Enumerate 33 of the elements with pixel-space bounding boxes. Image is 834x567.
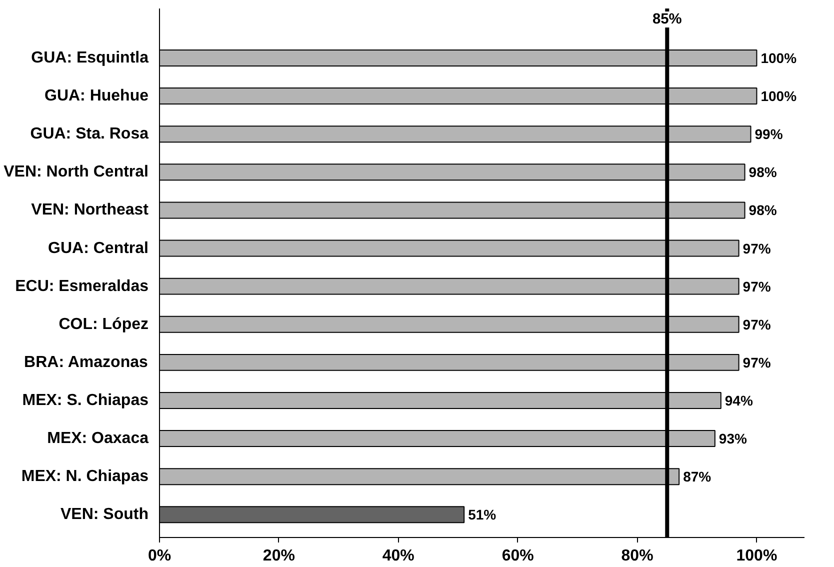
data-label: 97%: [742, 354, 772, 370]
data-label: 97%: [742, 316, 772, 332]
data-label: 100%: [760, 50, 798, 66]
data-label: 100%: [760, 88, 798, 104]
x-tick-label: 0%: [148, 548, 172, 564]
y-tick-label: VEN: Northeast: [31, 202, 150, 219]
data-label: 51%: [468, 506, 497, 523]
y-tick-label: GUA: Sta. Rosa: [30, 126, 149, 143]
y-tick-label: GUA: Huehue: [44, 88, 149, 105]
y-tick-label: MEX: S. Chiapas: [22, 392, 149, 409]
y-tick-label: VEN: North Central: [4, 164, 149, 181]
x-tick-label: 60%: [502, 548, 534, 564]
y-tick-label: MEX: N. Chiapas: [21, 468, 149, 486]
data-label: 98%: [748, 202, 778, 218]
ref-line-label: 85%: [652, 12, 682, 28]
y-tick-label: GUA: Esquintla: [31, 49, 149, 66]
y-tick-label: ECU: Esmeraldas: [15, 278, 149, 295]
y-tick-label: BRA: Amazonas: [24, 354, 148, 371]
y-tick-label: GUA: Central: [48, 240, 148, 257]
data-label: 94%: [724, 392, 754, 408]
data-label: 99%: [754, 126, 784, 142]
y-tick-label: MEX: Oaxaca: [47, 430, 149, 448]
data-label: 98%: [748, 164, 778, 180]
x-tick-label: 100%: [736, 548, 778, 564]
x-tick-label: 40%: [382, 548, 414, 564]
data-label: 97%: [742, 278, 772, 294]
y-tick-label: VEN: South: [60, 506, 149, 524]
y-tick-label: COL: López: [58, 316, 148, 333]
data-label: 87%: [683, 468, 712, 485]
x-tick-label: 20%: [262, 548, 295, 564]
data-label: 97%: [742, 240, 772, 256]
data-label: 93%: [718, 430, 748, 447]
x-tick-label: 80%: [621, 548, 654, 564]
